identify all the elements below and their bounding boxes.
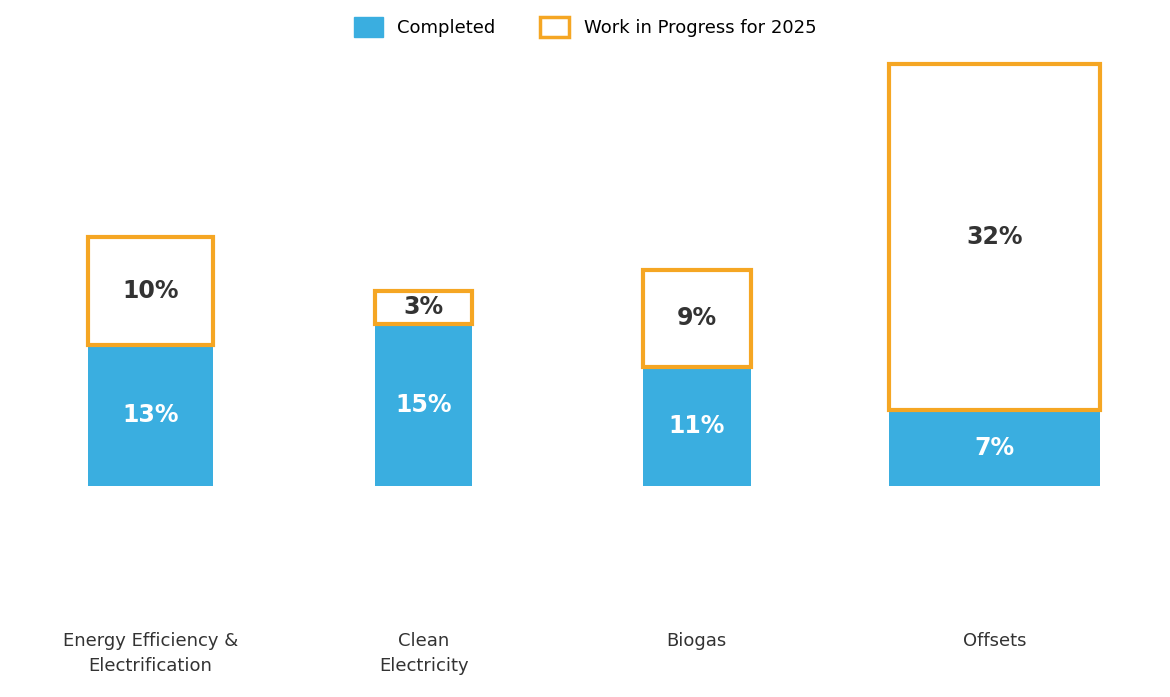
Bar <box>88 345 213 486</box>
Bar <box>642 367 751 486</box>
Legend: Completed, Work in Progress for 2025: Completed, Work in Progress for 2025 <box>345 8 825 46</box>
Bar <box>889 64 1100 410</box>
Text: 13%: 13% <box>122 404 179 427</box>
Bar <box>374 323 473 486</box>
Text: 32%: 32% <box>966 225 1023 249</box>
Bar <box>642 270 751 367</box>
Text: Biogas: Biogas <box>667 631 727 650</box>
Text: 3%: 3% <box>404 296 443 319</box>
Text: Offsets: Offsets <box>963 631 1026 650</box>
Bar <box>889 410 1100 486</box>
Text: Energy Efficiency &
Electrification: Energy Efficiency & Electrification <box>63 631 238 675</box>
Text: 10%: 10% <box>122 279 179 303</box>
Text: 9%: 9% <box>676 306 717 330</box>
Text: Clean
Electricity: Clean Electricity <box>379 631 468 675</box>
Text: 7%: 7% <box>975 436 1014 460</box>
Text: 11%: 11% <box>668 414 725 438</box>
Text: 15%: 15% <box>395 392 452 417</box>
Bar <box>88 237 213 345</box>
Bar <box>374 291 473 323</box>
